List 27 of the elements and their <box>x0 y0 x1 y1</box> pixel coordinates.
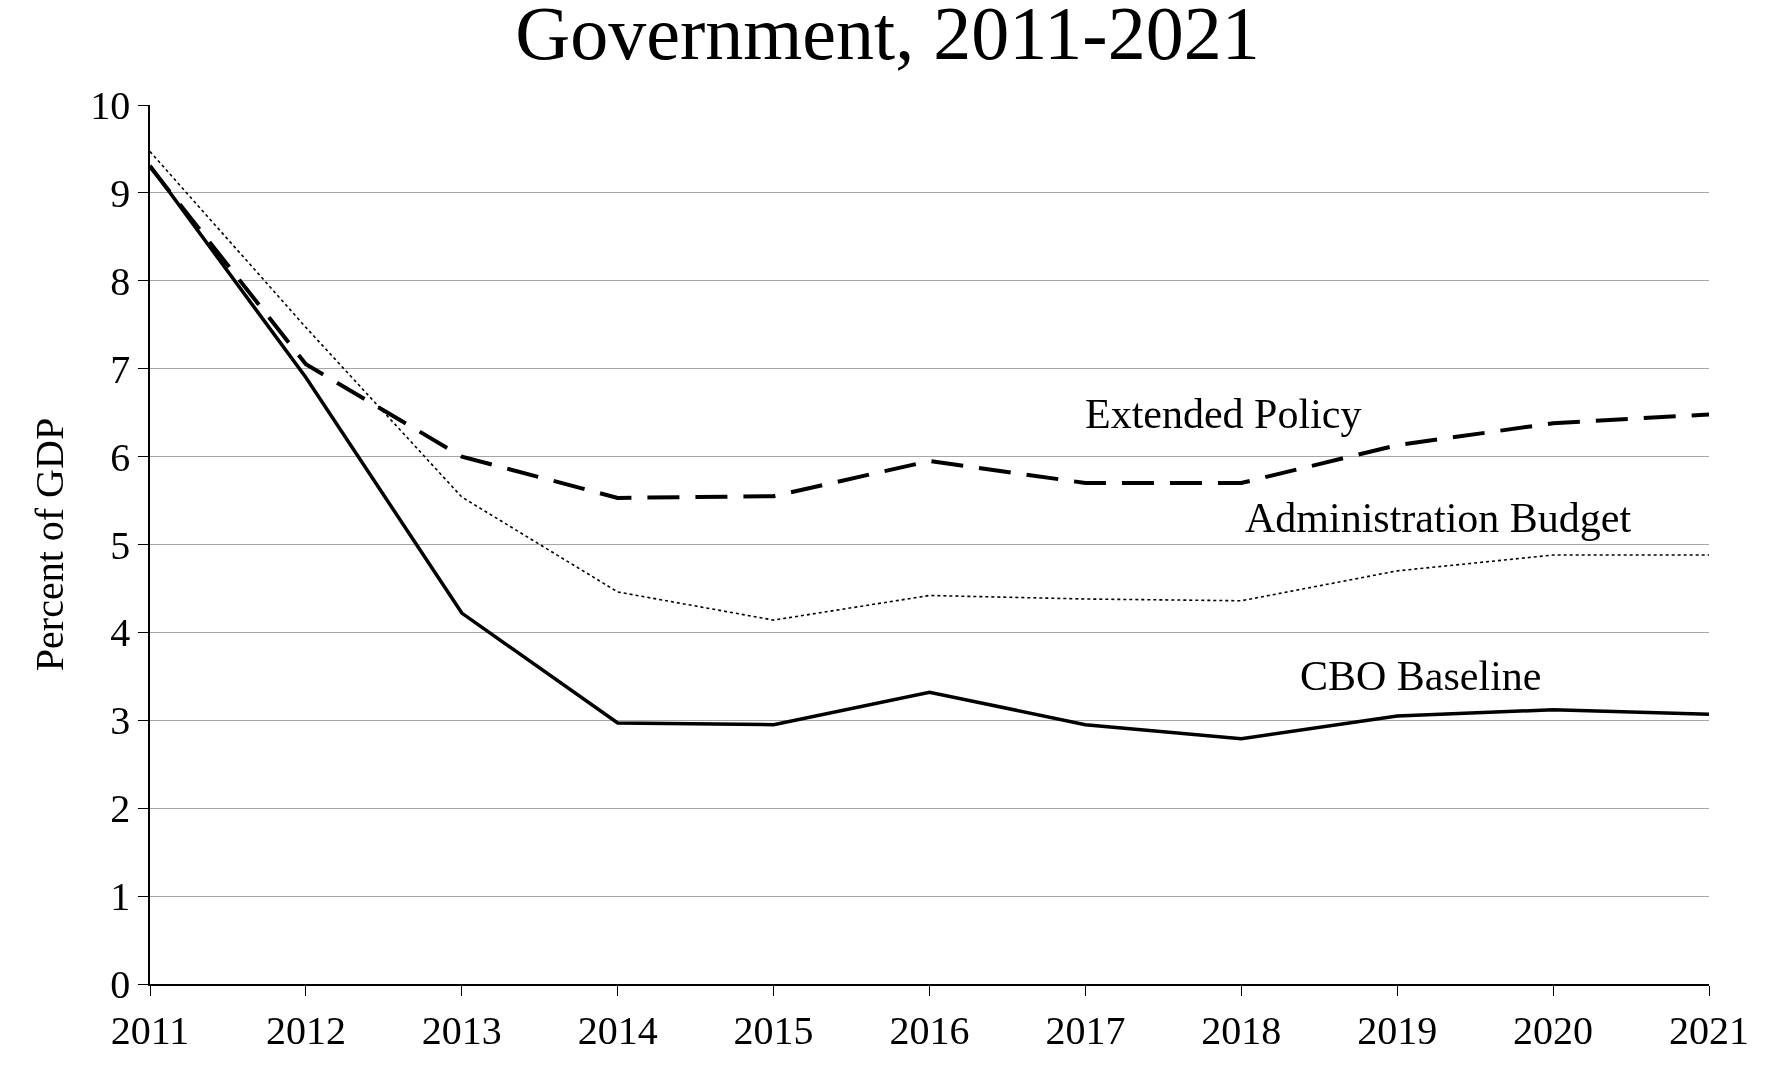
x-tick-label: 2021 <box>1669 1007 1749 1053</box>
chart-title: Government, 2011-2021 <box>515 0 1260 75</box>
x-tick-label: 2012 <box>265 1007 346 1053</box>
y-axis-title: Percent of GDP <box>27 417 73 672</box>
x-tick-label: 2016 <box>889 1007 970 1053</box>
x-tick-label: 2017 <box>1045 1007 1126 1053</box>
y-tick-label: 3 <box>110 698 131 744</box>
y-tick-label: 4 <box>110 610 131 656</box>
x-tick-label: 2015 <box>733 1007 814 1053</box>
x-tick-label: 2011 <box>110 1007 190 1053</box>
y-tick-label: 9 <box>110 170 131 216</box>
y-tick-label: 5 <box>110 522 131 568</box>
series-label: Administration Budget <box>1245 495 1632 541</box>
x-tick-label: 2019 <box>1357 1007 1438 1053</box>
y-tick-label: 8 <box>110 258 131 304</box>
series-label: CBO Baseline <box>1300 653 1542 699</box>
y-tick-label: 6 <box>110 434 131 480</box>
y-tick-label: 7 <box>110 346 131 392</box>
x-tick-label: 2013 <box>421 1007 502 1053</box>
y-tick-label: 10 <box>90 83 131 128</box>
y-tick-label: 0 <box>110 962 131 1007</box>
series-label: Extended Policy <box>1085 391 1362 437</box>
x-tick-label: 2014 <box>577 1007 658 1053</box>
x-tick-label: 2020 <box>1513 1007 1594 1053</box>
y-tick-label: 2 <box>110 786 131 832</box>
x-tick-label: 2018 <box>1201 1007 1282 1053</box>
y-tick-label: 1 <box>110 874 131 920</box>
